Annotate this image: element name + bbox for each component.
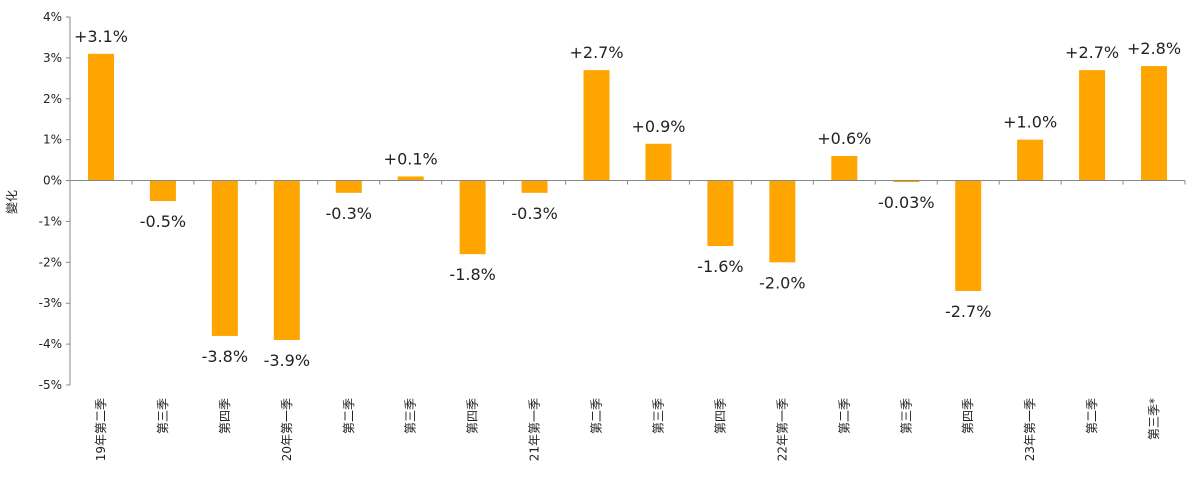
x-tick-label: 第二季	[342, 398, 356, 434]
x-axis: 19年第二季 第三季 第四季 20年第一季 第二季 第三季 第四季 21年第一季 第二季 第三季 第…	[70, 180, 1186, 461]
y-axis-title: 變化	[4, 190, 19, 214]
data-label: -3.9%	[264, 351, 310, 370]
x-tick-label: 第三季*	[1147, 398, 1161, 440]
data-label: +2.7%	[1065, 43, 1119, 62]
y-tick-label: -5%	[39, 378, 62, 392]
bar	[893, 180, 920, 183]
data-label: -0.03%	[878, 193, 935, 212]
bar	[645, 143, 672, 181]
data-label: +0.9%	[631, 117, 685, 136]
x-tick-label: 第二季	[590, 398, 604, 434]
y-tick-label: -2%	[39, 255, 62, 269]
y-tick-label: 4%	[43, 10, 62, 24]
data-label: -1.8%	[449, 265, 495, 284]
x-tick-label: 第三季	[156, 398, 170, 434]
bars	[87, 53, 1168, 341]
data-label: -2.7%	[945, 302, 991, 321]
x-tick-label: 23年第一季	[1023, 398, 1037, 461]
x-tick-label: 第二季	[1085, 398, 1099, 434]
data-label: +1.0%	[1003, 113, 1057, 132]
x-tick-label: 第三季	[899, 398, 913, 434]
bar	[769, 180, 796, 263]
bar	[397, 176, 424, 181]
x-tick-label: 第四季	[713, 398, 727, 434]
bar	[1079, 70, 1106, 181]
data-label: +2.7%	[569, 43, 623, 62]
data-label: +0.6%	[817, 129, 871, 148]
data-label: -0.3%	[511, 204, 557, 223]
data-label: -3.8%	[202, 347, 248, 366]
data-label: +0.1%	[384, 149, 438, 168]
bar	[831, 156, 858, 181]
y-tick-label: 3%	[43, 51, 62, 65]
y-tick-label: -4%	[39, 337, 62, 351]
data-label: -0.3%	[326, 204, 372, 223]
data-label: -0.5%	[140, 212, 186, 231]
bar	[1141, 66, 1168, 181]
y-tick-label: -3%	[39, 296, 62, 310]
x-tick-label: 第三季	[651, 398, 665, 434]
y-tick-label: 2%	[43, 92, 62, 106]
bar	[87, 53, 114, 181]
x-tick-label: 第三季	[404, 398, 418, 434]
bar	[707, 180, 734, 246]
y-tick-label: 1%	[43, 133, 62, 147]
bar	[955, 180, 982, 291]
bar	[211, 180, 238, 336]
y-axis: 4% 3% 2% 1% 0% -1% -2% -3% -4% -5%	[39, 10, 71, 392]
data-label: -2.0%	[759, 273, 805, 292]
y-tick-label: 0%	[43, 174, 62, 188]
x-tick-label: 20年第一季	[280, 398, 294, 461]
x-tick-label: 第四季	[218, 398, 232, 434]
x-tick-label: 第四季	[961, 398, 975, 434]
bar	[335, 180, 362, 193]
bar	[583, 70, 610, 181]
data-labels: +3.1% -0.5% -3.8% -3.9% -0.3% +0.1% -1.8% -0.3%…	[74, 27, 1181, 370]
bar	[459, 180, 486, 255]
bar	[521, 180, 548, 193]
x-tick-label: 19年第二季	[94, 398, 108, 461]
x-tick-label: 第四季	[466, 398, 480, 434]
data-label: -1.6%	[697, 257, 743, 276]
bar	[149, 180, 176, 201]
data-label: +2.8%	[1127, 39, 1181, 58]
data-label: +3.1%	[74, 27, 128, 46]
x-tick-label: 21年第一季	[528, 398, 542, 461]
y-tick-label: -1%	[39, 214, 62, 228]
x-tick-label: 第二季	[837, 398, 851, 434]
x-tick-label: 22年第一季	[775, 398, 789, 461]
bar	[273, 180, 300, 341]
bar	[1017, 139, 1044, 181]
